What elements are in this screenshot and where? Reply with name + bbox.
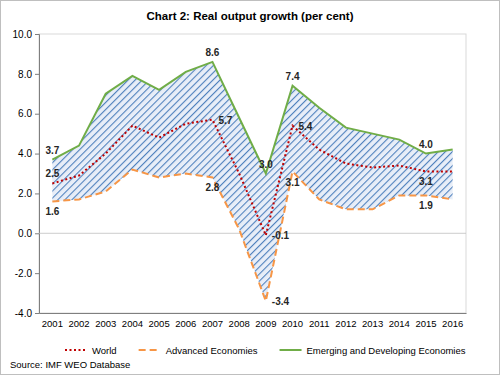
y-tick-label: 10.0 <box>13 29 33 40</box>
x-tick: 2008 <box>229 313 250 329</box>
y-tick: -4.0 <box>15 308 39 319</box>
x-tick-label: 2014 <box>389 318 410 329</box>
x-tick-label: 2005 <box>149 318 170 329</box>
x-tick: 2009 <box>255 313 276 329</box>
data-labels: 2.5 5.7 -0.1 5.4 3.1 1.6 2.8 -3.4 3.1 1.9 3.7 8.6 3.… <box>45 47 433 307</box>
data-label: -0.1 <box>272 230 290 241</box>
legend-swatch <box>280 349 302 351</box>
data-label: 3.0 <box>259 159 273 170</box>
x-tick: 2004 <box>122 313 143 329</box>
range-band <box>52 62 452 301</box>
legend: World Advanced Economies Emerging and Deve… <box>65 345 466 356</box>
x-tick-label: 2007 <box>202 318 223 329</box>
x-tick-label: 2001 <box>42 318 63 329</box>
data-label: 1.9 <box>419 200 433 211</box>
x-tick-label: 2008 <box>229 318 250 329</box>
y-tick: 10.0 <box>13 29 39 40</box>
legend-item: World <box>65 345 117 356</box>
y-tick-label: 6.0 <box>18 108 32 119</box>
legend-label: Advanced Economies <box>166 345 258 356</box>
x-tick: 2002 <box>68 313 89 329</box>
data-label: -3.4 <box>272 296 290 307</box>
data-label: 2.5 <box>45 168 59 179</box>
y-tick-mark <box>35 193 39 194</box>
legend-item: Emerging and Developing Economies <box>280 345 466 356</box>
y-tick-label: 2.0 <box>18 188 32 199</box>
x-tick: 2005 <box>149 313 170 329</box>
x-tick-label: 2002 <box>68 318 89 329</box>
source: Source: IMF WEO Database <box>10 359 130 370</box>
y-tick-mark <box>35 273 39 274</box>
data-label: 5.7 <box>218 115 232 126</box>
plot: -4.0-2.00.02.04.06.08.010.02001200220032… <box>13 29 467 329</box>
y-tick-mark <box>35 154 39 155</box>
x-tick-label: 2004 <box>122 318 143 329</box>
chart-border <box>1 1 500 375</box>
marks <box>52 62 452 301</box>
legend-label: World <box>92 345 117 356</box>
y-tick-mark <box>35 34 39 35</box>
legend-swatch <box>65 349 87 351</box>
y-tick: 6.0 <box>18 108 39 119</box>
y-tick-mark <box>35 233 39 234</box>
plot-frame <box>39 34 466 313</box>
legend-label: Emerging and Developing Economies <box>307 345 466 356</box>
legend-item: Advanced Economies <box>139 345 258 356</box>
x-tick: 2013 <box>362 313 383 329</box>
title: Chart 2: Real output growth (per cent) <box>147 10 354 22</box>
y-tick-mark <box>35 313 39 314</box>
y-tick-label: -2.0 <box>15 268 33 279</box>
data-label: 3.7 <box>45 145 59 156</box>
x-tick-label: 2016 <box>442 318 463 329</box>
data-label: 5.4 <box>299 121 313 132</box>
x-tick: 2014 <box>389 313 410 329</box>
data-label: 3.1 <box>286 177 300 188</box>
y-tick: -2.0 <box>15 268 39 279</box>
y-tick-label: 0.0 <box>18 228 32 239</box>
y-axis-line <box>35 35 40 314</box>
y-tick: 8.0 <box>18 69 39 80</box>
x-tick: 2003 <box>95 313 116 329</box>
data-label: 8.6 <box>206 47 220 58</box>
legend-swatch <box>139 349 161 351</box>
x-tick: 2011 <box>309 313 329 329</box>
y-tick-label: -4.0 <box>15 308 33 319</box>
data-label: 3.1 <box>419 176 433 187</box>
y-tick: 4.0 <box>18 148 39 159</box>
y-tick-mark <box>35 114 39 115</box>
x-tick: 2012 <box>335 313 356 329</box>
x-axis-line <box>40 313 467 314</box>
y-tick-label: 4.0 <box>18 148 32 159</box>
x-axis: 2001 2002 2003 2004 2005 2006 2007 2008 2009 2010… <box>40 313 467 329</box>
chart: Chart 2: Real output growth (per cent) -4… <box>0 0 500 375</box>
x-tick: 2010 <box>282 313 303 329</box>
x-tick: 2006 <box>175 313 196 329</box>
x-tick-label: 2010 <box>282 318 303 329</box>
x-tick: 2015 <box>415 313 436 329</box>
data-label: 1.6 <box>45 206 59 217</box>
data-label: 4.0 <box>419 139 433 150</box>
x-tick: 2001 <box>42 313 63 329</box>
x-tick: 2007 <box>202 313 223 329</box>
y-tick-label: 8.0 <box>18 69 32 80</box>
series-line <box>52 62 452 174</box>
series-line <box>52 170 452 302</box>
x-tick-label: 2003 <box>95 318 116 329</box>
data-label: 7.4 <box>286 71 300 82</box>
y-tick: 0.0 <box>18 228 39 239</box>
x-tick-label: 2013 <box>362 318 383 329</box>
y-tick: 2.0 <box>18 188 39 199</box>
y-axis: -4.0 -2.0 0.0 2.0 4.0 6.0 8.0 10.0 <box>13 29 40 319</box>
series-line <box>52 120 452 236</box>
x-tick-label: 2009 <box>255 318 276 329</box>
x-tick-label: 2015 <box>415 318 436 329</box>
x-tick-label: 2011 <box>309 318 329 329</box>
y-tick-mark <box>35 74 39 75</box>
x-tick: 2016 <box>442 313 463 329</box>
x-tick-label: 2012 <box>335 318 356 329</box>
x-tick-label: 2006 <box>175 318 196 329</box>
data-label: 2.8 <box>206 182 220 193</box>
